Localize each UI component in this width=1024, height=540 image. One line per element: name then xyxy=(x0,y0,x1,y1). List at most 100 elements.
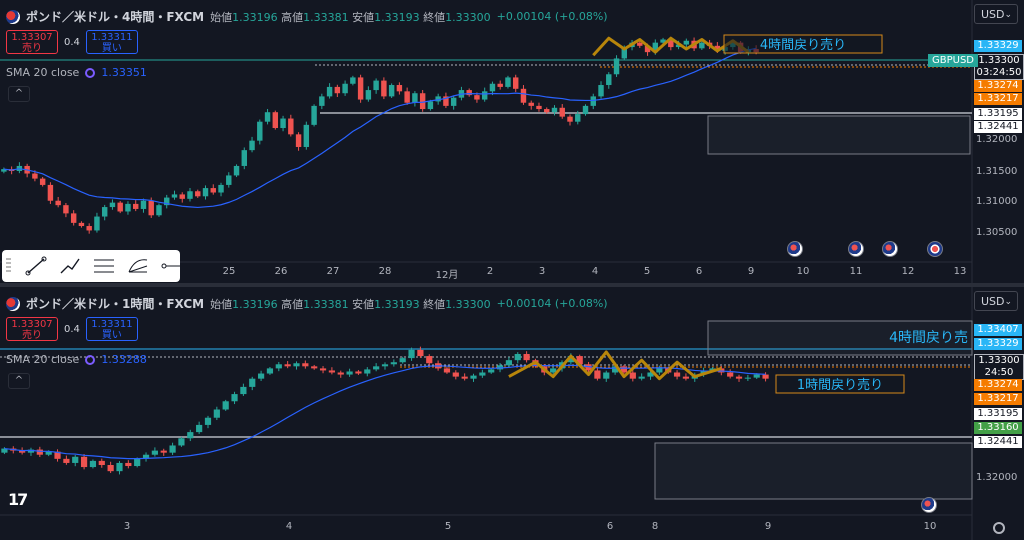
parallel-channel-icon[interactable] xyxy=(93,256,114,276)
candle-body xyxy=(275,364,282,369)
symbol-title[interactable]: ポンド／米ドル・4時間・FXCM xyxy=(26,10,205,24)
candle-body xyxy=(744,377,751,379)
annotation-box[interactable] xyxy=(775,374,905,394)
x-tick-label: 28 xyxy=(378,266,392,277)
chart-canvas-4h[interactable]: 4時間戻り売り xyxy=(0,0,1024,283)
currency-select[interactable]: USD ⌄ xyxy=(974,291,1018,311)
candle-body xyxy=(612,366,619,373)
path-icon[interactable] xyxy=(59,256,80,276)
y-tick-label: 1.30500 xyxy=(976,227,1018,238)
candle-body xyxy=(514,354,521,361)
buy-button[interactable]: 1.33311 買い xyxy=(85,317,138,341)
candle-body xyxy=(647,372,654,377)
x-tick-label: 27 xyxy=(326,266,340,277)
price-axis-label: 1.33274 xyxy=(974,379,1022,391)
candle-body xyxy=(590,96,596,106)
rectangle-drawing[interactable] xyxy=(707,115,971,155)
candle-body xyxy=(479,372,486,376)
candle-body xyxy=(576,356,583,365)
candle-body xyxy=(585,364,592,371)
candle-body xyxy=(443,368,451,373)
indicator-settings-icon[interactable] xyxy=(85,354,96,365)
candle-body xyxy=(210,188,216,193)
fib-icon[interactable] xyxy=(127,256,147,276)
candle-body xyxy=(488,369,495,373)
candle-body xyxy=(222,401,229,410)
price-axis-label: 1.33329 xyxy=(974,40,1022,52)
chart-canvas-1h[interactable]: 1時間戻り売り 4時間戻り売 xyxy=(0,287,1024,540)
candle-body xyxy=(603,372,610,379)
candle-body xyxy=(164,197,170,206)
candle-body xyxy=(404,91,410,103)
us-event-flag-icon[interactable] xyxy=(882,241,898,257)
us-event-flag-icon[interactable] xyxy=(787,241,803,257)
candle-body xyxy=(505,77,511,87)
candle-body xyxy=(575,114,581,122)
zigzag-drawing[interactable] xyxy=(592,36,750,57)
y-tick-label: 1.31000 xyxy=(976,196,1018,207)
candle-body xyxy=(63,458,70,463)
trend-line-icon[interactable] xyxy=(25,256,47,276)
rectangle-drawing[interactable] xyxy=(707,320,973,356)
sma-legend[interactable]: SMA 20 close 1.33351 xyxy=(6,66,147,79)
candle-body xyxy=(19,450,26,453)
candle-body xyxy=(544,109,550,113)
us-event-flag-icon[interactable] xyxy=(848,241,864,257)
candle-body xyxy=(70,213,77,223)
trade-buttons: 1.33307 売り 0.4 1.33311 買い xyxy=(6,317,138,341)
candle-body xyxy=(257,121,263,141)
candle-body xyxy=(272,112,279,129)
collapse-legend-button[interactable]: ^ xyxy=(8,86,30,102)
candle-body xyxy=(461,376,468,379)
candle-body xyxy=(249,378,256,387)
sma-legend[interactable]: SMA 20 close 1.33288 xyxy=(6,353,147,366)
candle-body xyxy=(373,80,379,91)
drag-handle-icon[interactable] xyxy=(6,258,12,274)
candle-body xyxy=(620,366,628,373)
settings-gear-icon[interactable] xyxy=(993,522,1005,534)
zigzag-drawing[interactable] xyxy=(508,350,722,381)
candle-body xyxy=(582,105,589,115)
us-event-flag-icon[interactable] xyxy=(921,497,937,513)
candle-body xyxy=(638,376,645,379)
candle-body xyxy=(284,364,291,367)
sell-button[interactable]: 1.33307 売り xyxy=(6,30,58,54)
rectangle-drawing[interactable] xyxy=(654,442,973,500)
candle-body xyxy=(450,97,457,106)
candle-body xyxy=(682,376,690,379)
candle-body xyxy=(520,88,527,103)
pane-separator[interactable] xyxy=(0,283,1024,287)
candle-body xyxy=(319,96,325,106)
candle-body xyxy=(381,80,387,97)
symbol-header: ポンド／米ドル・1時間・FXCM 始値1.33196 高値1.33381 安値1… xyxy=(6,295,608,312)
candle-body xyxy=(328,370,335,373)
symbol-title[interactable]: ポンド／米ドル・1時間・FXCM xyxy=(26,297,205,311)
candle-body xyxy=(125,462,132,467)
chart-pane-1h[interactable]: 1時間戻り売り 4時間戻り売 ポンド／米ドル・1時間・FXCM 始値1.33196… xyxy=(0,287,1024,540)
annotation-box[interactable] xyxy=(723,34,883,54)
collapse-legend-button[interactable]: ^ xyxy=(8,373,30,389)
buy-button[interactable]: 1.33311 買い xyxy=(85,30,138,54)
candle-body xyxy=(148,200,154,216)
uk-event-flag-icon[interactable] xyxy=(927,241,943,257)
candle-body xyxy=(396,85,403,92)
horizontal-ray-icon[interactable] xyxy=(160,256,182,276)
candles xyxy=(1,36,759,234)
candle-body xyxy=(355,371,362,374)
y-tick-label: 1.31500 xyxy=(976,166,1018,177)
candle-body xyxy=(311,366,318,369)
candle-body xyxy=(660,39,666,43)
candle-body xyxy=(474,95,480,100)
candle-body xyxy=(231,394,238,402)
chart-pane-4h[interactable]: 4時間戻り売り ポンド／米ドル・4時間・FXCM 始値1.33196 高値1.3… xyxy=(0,0,1024,283)
currency-select[interactable]: USD ⌄ xyxy=(974,4,1018,24)
x-tick-label: 26 xyxy=(274,266,288,277)
price-axis-label: 1.32441 xyxy=(974,121,1022,133)
candle-body xyxy=(452,372,459,377)
indicator-settings-icon[interactable] xyxy=(85,67,96,78)
sell-button[interactable]: 1.33307 売り xyxy=(6,317,58,341)
price-axis-label: 1.33217 xyxy=(974,393,1022,405)
x-tick-label: 4 xyxy=(591,266,599,277)
candle-body xyxy=(196,424,203,433)
candle-body xyxy=(302,363,309,367)
